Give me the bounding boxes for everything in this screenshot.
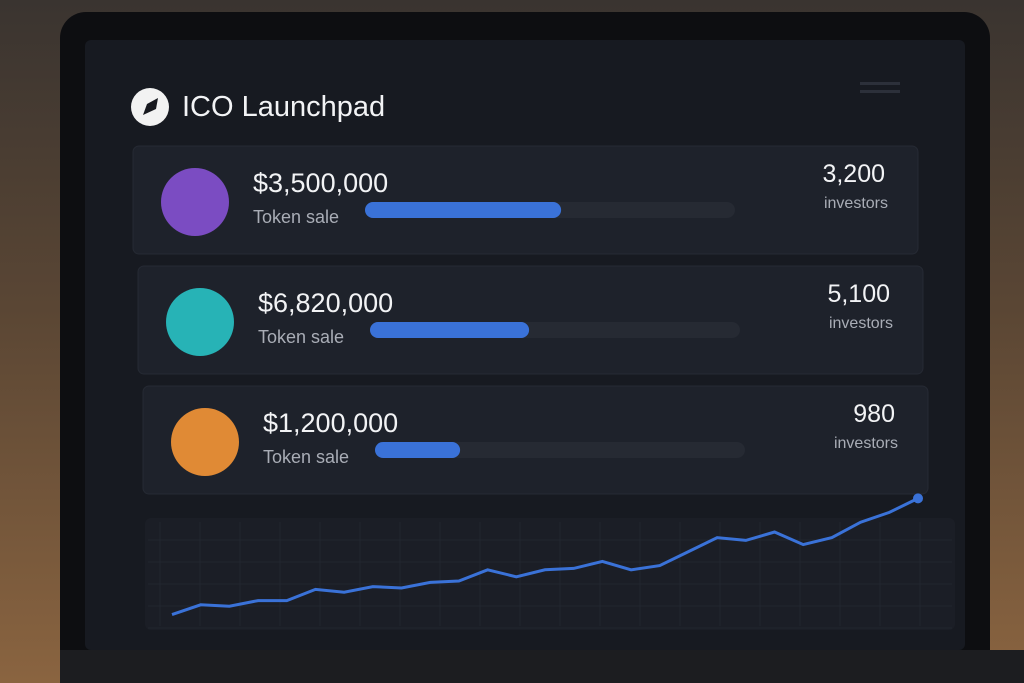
sale-card — [137, 265, 924, 375]
chart-panel — [145, 518, 955, 630]
token-icon — [171, 408, 239, 476]
trend-end-dot — [913, 493, 923, 504]
token-icon — [166, 288, 234, 356]
sale-amount: $6,820,000 — [258, 288, 393, 318]
investor-label: investors — [829, 315, 893, 332]
sale-amount: $3,500,000 — [253, 168, 388, 198]
trend-line — [171, 497, 919, 617]
investor-count: 3,200 — [822, 160, 885, 188]
sale-label: Token sale — [263, 447, 349, 467]
investor-label: investors — [834, 435, 898, 452]
token-icon — [161, 168, 229, 236]
rocket-icon — [143, 98, 158, 115]
menu-line — [860, 82, 900, 85]
chart-grid — [148, 522, 952, 629]
investor-count: 980 — [853, 400, 895, 428]
sale-amount: $1,200,000 — [263, 408, 398, 438]
sale-card — [132, 145, 919, 255]
app-title: ICO Launchpad — [182, 91, 385, 123]
sales-list: $3,500,000 Token sale 3,200 investors $6,820… — [132, 145, 929, 495]
sale-label: Token sale — [253, 207, 339, 227]
progress-fill — [365, 202, 562, 218]
progress-fill — [375, 442, 461, 458]
investor-count: 5,100 — [827, 280, 890, 308]
progress-fill — [370, 322, 530, 338]
keyboard-deck — [60, 650, 1024, 683]
menu-line — [860, 90, 900, 93]
sale-label: Token sale — [258, 327, 344, 347]
sale-card — [142, 385, 929, 495]
investor-label: investors — [824, 195, 888, 212]
progress-track — [375, 442, 745, 458]
